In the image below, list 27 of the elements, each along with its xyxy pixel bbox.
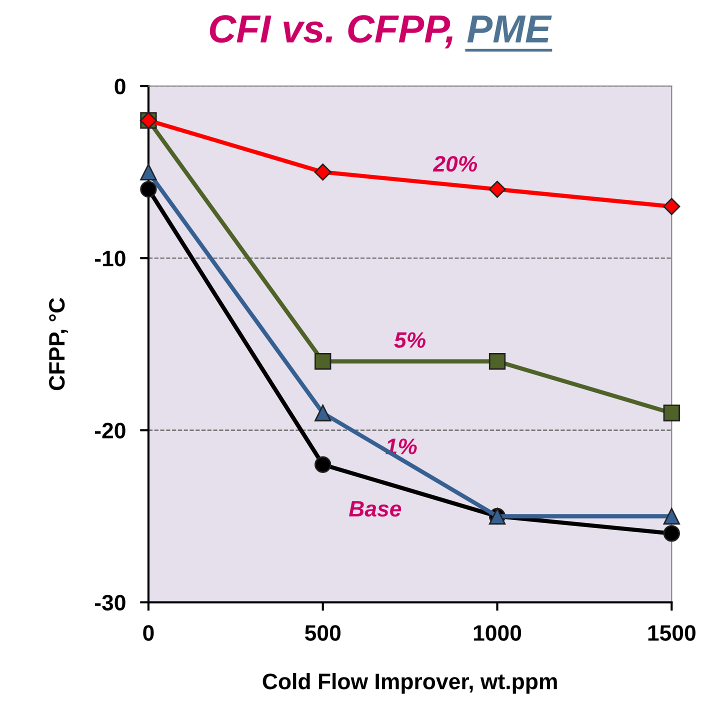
point [140, 164, 157, 180]
point [140, 180, 157, 198]
x-tick-label: 500 [305, 625, 340, 641]
y-axis-title: CFPP, °C [49, 298, 68, 390]
y-tick-label: -20 [95, 422, 126, 438]
x-tick-label: 1000 [474, 625, 522, 641]
point [488, 180, 506, 198]
series-label: 20% [432, 156, 478, 172]
point [314, 353, 332, 370]
series-label: 5% [394, 332, 426, 348]
series-label: Base [349, 501, 402, 517]
chart-subtitle: PME [467, 16, 552, 42]
point [488, 353, 506, 370]
point [663, 508, 680, 525]
x-axis-title: Cold Flow Improver, wt.ppm [262, 672, 557, 694]
point [314, 164, 332, 181]
point [314, 456, 332, 473]
point [663, 525, 680, 542]
x-tick-label: 0 [143, 625, 154, 641]
chart-title: CFI vs. CFPP, [210, 15, 452, 48]
point [663, 404, 680, 422]
y-tick-label: -30 [95, 594, 126, 611]
x-tick-label: 1500 [648, 625, 696, 641]
y-tick-label: 0 [114, 78, 126, 94]
point [314, 404, 332, 422]
y-tick-label: -10 [95, 250, 126, 266]
point [663, 198, 680, 216]
